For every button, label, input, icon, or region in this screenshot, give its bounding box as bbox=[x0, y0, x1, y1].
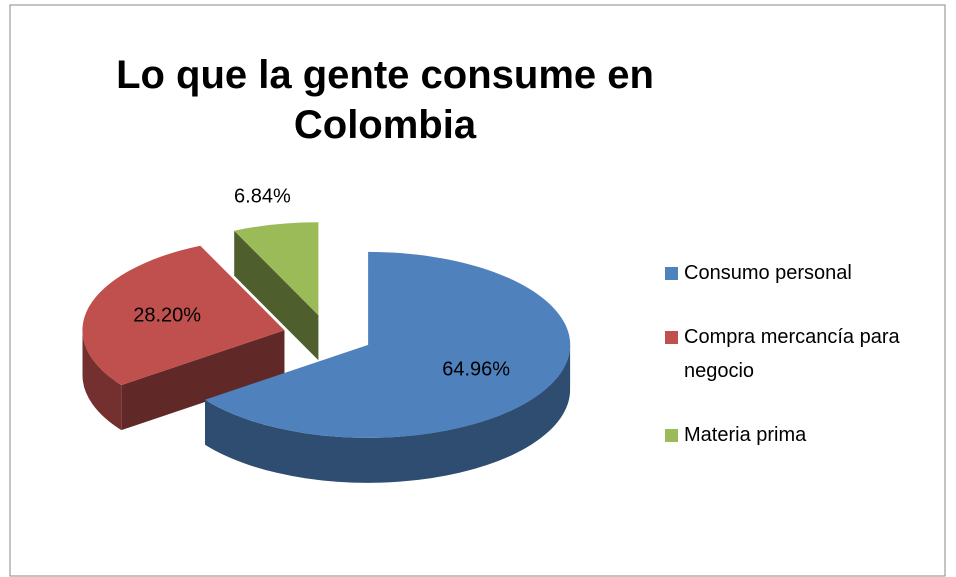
data-label: 6.84% bbox=[234, 185, 291, 207]
data-label: 64.96% bbox=[442, 358, 510, 380]
slice-wall bbox=[205, 344, 571, 483]
legend-item: Materia prima bbox=[665, 418, 940, 452]
legend-swatch bbox=[665, 331, 678, 344]
legend-item: Consumo personal bbox=[665, 256, 940, 290]
chart-title: Lo que la gente consume en Colombia bbox=[116, 53, 654, 147]
legend-swatch bbox=[665, 429, 678, 442]
slice-side bbox=[234, 230, 319, 361]
slice bbox=[205, 251, 571, 438]
legend-label: Compra mercancía para negocio bbox=[684, 326, 900, 382]
legend-label: Consumo personal bbox=[684, 262, 852, 284]
data-label: 28.20% bbox=[133, 304, 201, 326]
slice-wall bbox=[82, 330, 122, 431]
legend-item: Compra mercancía para negocio bbox=[665, 320, 940, 388]
legend: Consumo personal Compra mercancía para ne… bbox=[665, 256, 940, 452]
legend-swatch bbox=[665, 267, 678, 280]
slice bbox=[82, 245, 285, 386]
slice bbox=[234, 222, 319, 316]
legend-label: Materia prima bbox=[684, 424, 807, 446]
slice-side bbox=[121, 330, 285, 431]
